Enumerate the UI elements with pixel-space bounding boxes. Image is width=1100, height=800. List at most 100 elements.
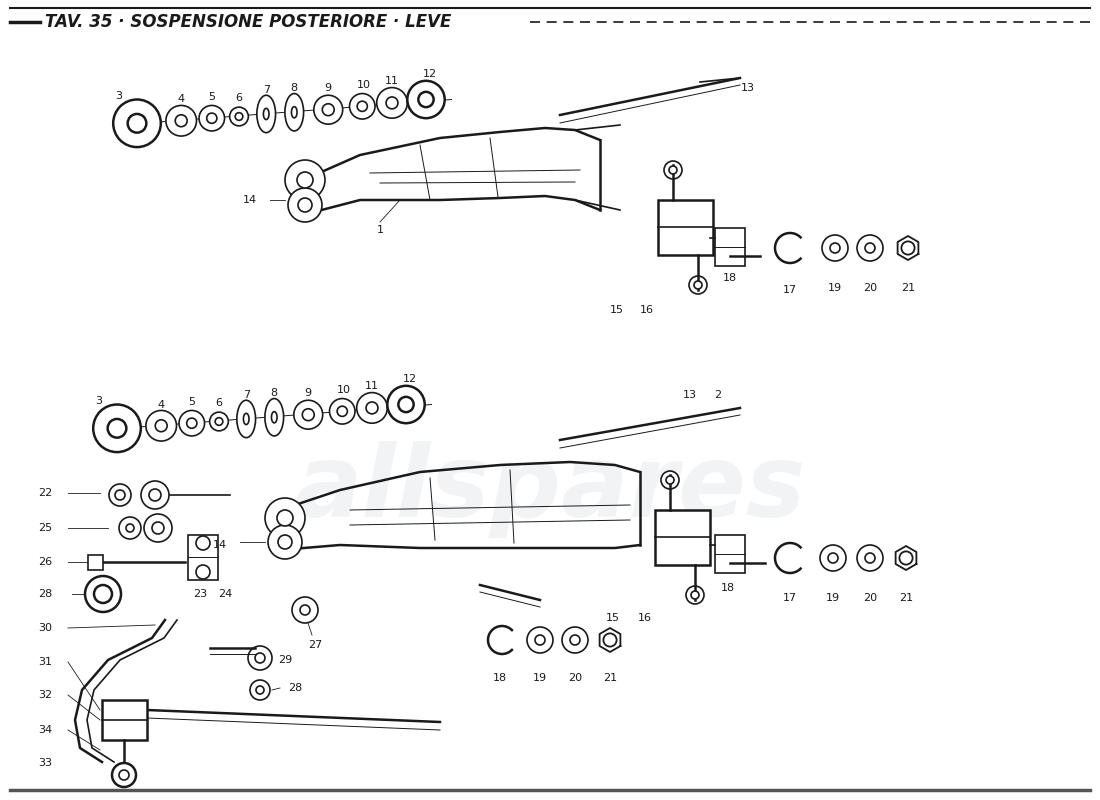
Ellipse shape [256,95,275,133]
Circle shape [268,525,302,559]
Text: 23: 23 [192,589,207,599]
Circle shape [166,106,197,136]
Text: 6: 6 [235,93,242,102]
Circle shape [350,94,375,119]
Circle shape [148,489,161,501]
Circle shape [128,114,146,133]
Circle shape [661,471,679,489]
Ellipse shape [243,414,249,425]
Text: 15: 15 [610,305,624,315]
Circle shape [386,97,398,109]
Circle shape [691,591,698,599]
Text: 10: 10 [337,385,351,395]
Text: 14: 14 [243,195,257,205]
Circle shape [527,627,553,653]
Ellipse shape [292,106,297,118]
Circle shape [664,161,682,179]
Text: 18: 18 [720,583,735,593]
Text: 14: 14 [213,540,227,550]
Text: 2: 2 [714,390,722,400]
Text: 19: 19 [826,593,840,603]
Ellipse shape [265,398,284,436]
Text: 8: 8 [271,389,278,398]
Text: 33: 33 [39,758,52,768]
Circle shape [297,172,313,188]
Text: 12: 12 [404,374,417,384]
Circle shape [250,680,270,700]
Circle shape [285,160,324,200]
Text: 17: 17 [783,593,798,603]
Circle shape [300,605,310,615]
Circle shape [694,281,702,289]
Text: 7: 7 [263,85,270,95]
Circle shape [235,113,243,120]
Circle shape [294,400,322,429]
Circle shape [830,243,840,253]
Text: 13: 13 [741,83,755,93]
Circle shape [292,597,318,623]
Text: 8: 8 [290,83,298,94]
Circle shape [85,576,121,612]
Circle shape [376,88,407,118]
Circle shape [278,535,292,549]
Circle shape [407,81,444,118]
FancyBboxPatch shape [102,700,147,740]
Text: 7: 7 [243,390,250,400]
Circle shape [358,101,367,111]
Text: 20: 20 [568,673,582,683]
Circle shape [900,551,913,565]
Circle shape [112,763,136,787]
Circle shape [255,653,265,663]
Circle shape [901,242,914,254]
Circle shape [187,418,197,428]
Text: 29: 29 [278,655,293,665]
Circle shape [857,545,883,571]
Ellipse shape [263,108,270,119]
Circle shape [322,104,334,116]
Text: 15: 15 [606,613,620,623]
Ellipse shape [236,400,255,438]
Text: 11: 11 [365,381,380,390]
Circle shape [210,412,229,431]
Circle shape [330,398,355,424]
Circle shape [141,481,169,509]
Text: 9: 9 [305,387,311,398]
Circle shape [356,393,387,423]
Text: 26: 26 [37,557,52,567]
Circle shape [94,585,112,603]
Text: 22: 22 [37,488,52,498]
Circle shape [865,553,874,563]
Circle shape [196,565,210,579]
Circle shape [418,92,433,107]
Circle shape [179,410,205,436]
Text: 28: 28 [288,683,302,693]
Circle shape [570,635,580,645]
Text: 25: 25 [37,523,52,533]
Circle shape [144,514,172,542]
Text: 17: 17 [783,285,798,295]
Circle shape [155,420,167,432]
Text: 13: 13 [683,390,697,400]
Circle shape [196,536,210,550]
Text: 1: 1 [376,225,384,235]
Text: 11: 11 [385,76,399,86]
Text: 18: 18 [493,673,507,683]
Text: 20: 20 [862,283,877,293]
Text: 12: 12 [424,69,438,79]
Text: 9: 9 [324,82,332,93]
Text: 19: 19 [532,673,547,683]
Circle shape [666,476,674,484]
Circle shape [199,106,224,131]
Text: 6: 6 [216,398,222,408]
Circle shape [314,95,343,124]
Circle shape [822,235,848,261]
Text: 21: 21 [901,283,915,293]
Circle shape [302,409,315,421]
Circle shape [216,418,223,426]
Text: TAV. 35 · SOSPENSIONE POSTERIORE · LEVE: TAV. 35 · SOSPENSIONE POSTERIORE · LEVE [45,13,451,31]
Text: 20: 20 [862,593,877,603]
Circle shape [669,166,676,174]
Circle shape [109,484,131,506]
Circle shape [288,188,322,222]
Text: 31: 31 [39,657,52,667]
